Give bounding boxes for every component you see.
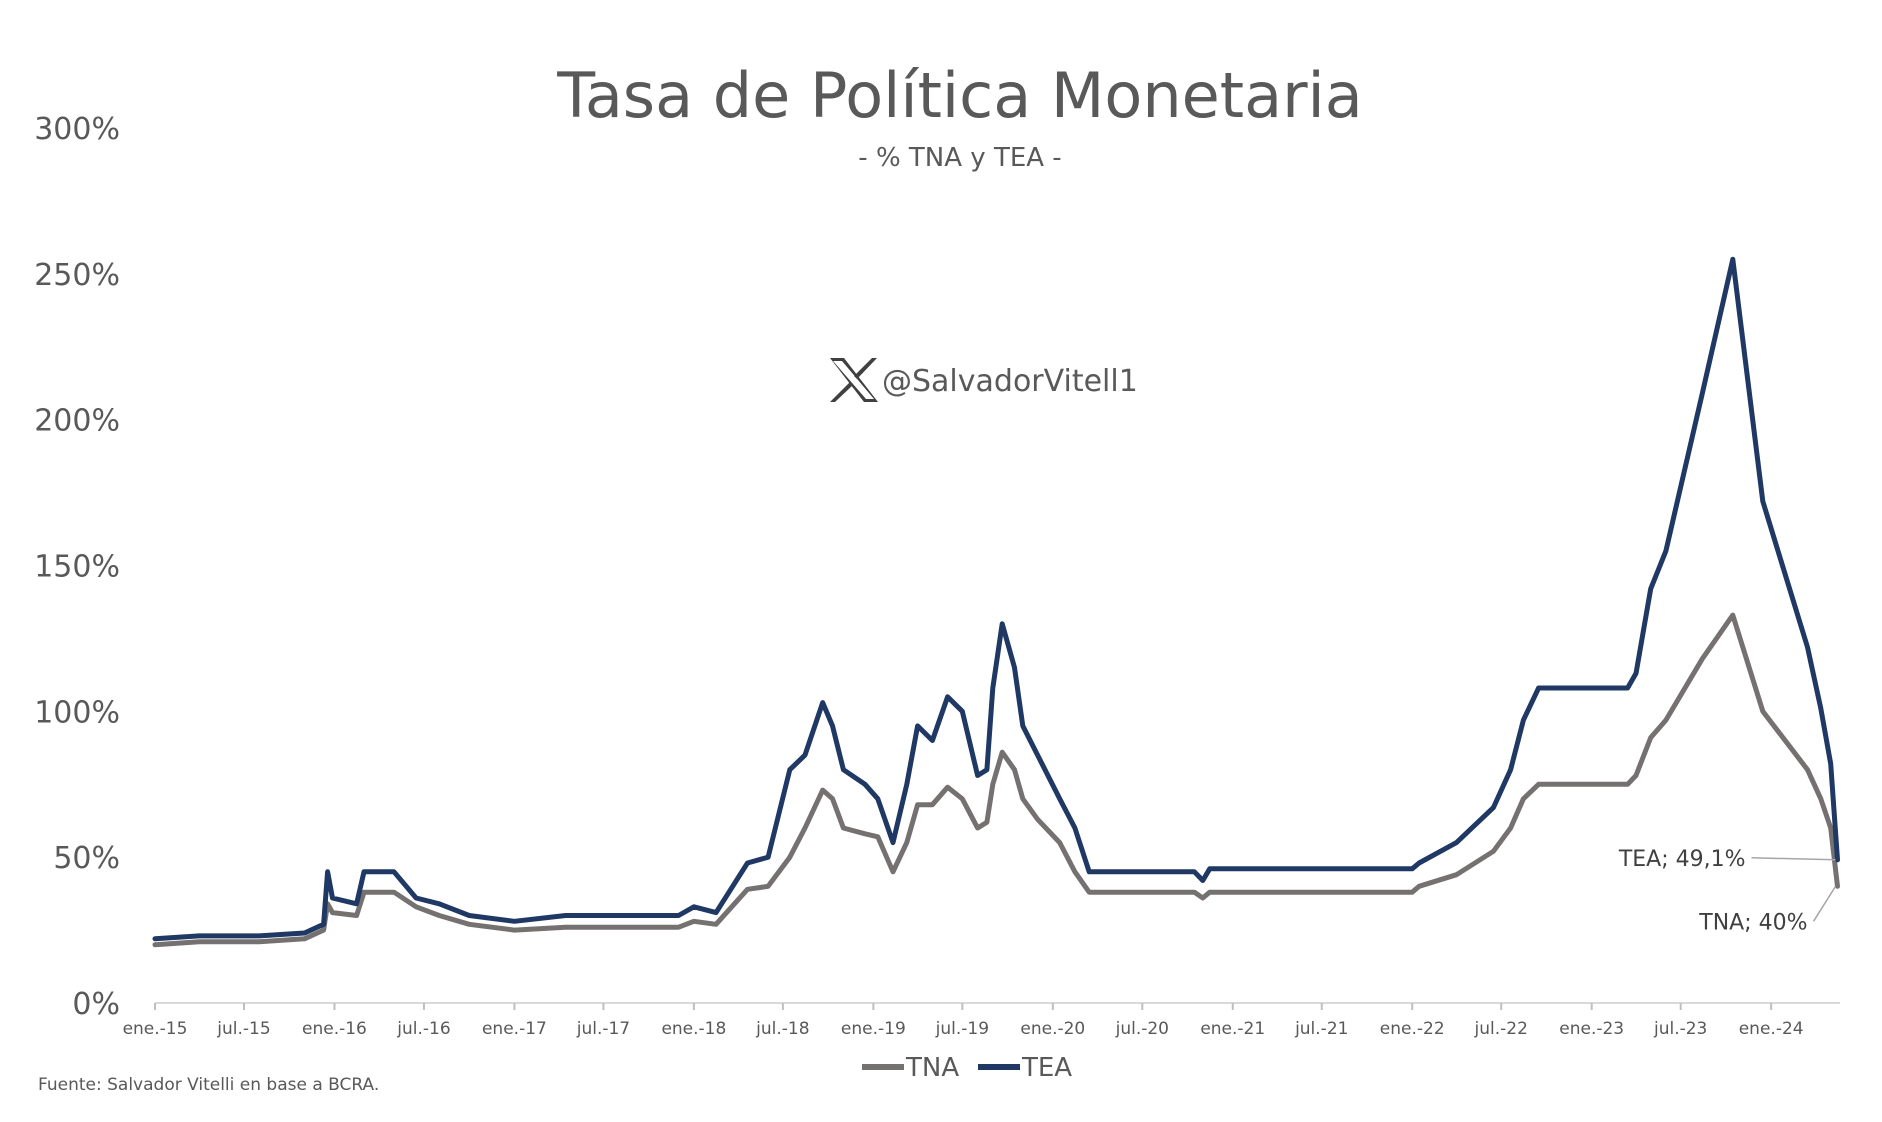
y-tick-label: 50% <box>53 841 120 876</box>
x-tick-label: jul.-17 <box>576 1019 630 1039</box>
series-line-tna <box>152 612 1840 948</box>
x-tick-label: ene.-18 <box>661 1019 726 1039</box>
annotation-label: TEA; 49,1% <box>1618 847 1746 872</box>
x-tick-label: jul.-22 <box>1474 1019 1528 1039</box>
x-tick-label: ene.-16 <box>302 1019 367 1039</box>
x-tick-label: jul.-15 <box>216 1019 270 1039</box>
watermark-handle: @SalvadorVitell1 <box>882 364 1138 399</box>
y-tick-label: 200% <box>34 404 120 439</box>
annotation-label: TNA; 40% <box>1698 910 1807 935</box>
watermark: @SalvadorVitell1 <box>830 358 1138 402</box>
x-tick-label: ene.-23 <box>1559 1019 1624 1039</box>
x-tick-label: ene.-22 <box>1380 1019 1445 1039</box>
x-tick-label: ene.-15 <box>123 1019 188 1039</box>
x-tick-label: ene.-20 <box>1020 1019 1085 1039</box>
x-tick-label: ene.-17 <box>482 1019 547 1039</box>
x-tick-label: jul.-21 <box>1294 1019 1348 1039</box>
x-tick-label: jul.-16 <box>396 1019 450 1039</box>
y-tick-label: 100% <box>34 695 120 730</box>
y-tick-label: 0% <box>72 987 120 1022</box>
y-axis: 0% 50% 100% 150% 200% 250% 300% <box>34 112 120 1022</box>
x-axis: ene.-15 jul.-15 ene.-16 jul.-16 ene.-17 jul.-… <box>123 1002 1840 1039</box>
annotation-leader <box>1751 857 1836 861</box>
legend-label-tea: TEA <box>1021 1053 1072 1083</box>
x-tick-label: ene.-19 <box>841 1019 906 1039</box>
legend: TNA TEA <box>862 1053 1072 1083</box>
y-tick-label: 250% <box>34 258 120 293</box>
chart-title: Tasa de Política Monetaria <box>556 59 1363 132</box>
y-tick-label: 300% <box>34 112 120 147</box>
x-tick-label: jul.-23 <box>1653 1019 1707 1039</box>
source-note: Fuente: Salvador Vitelli en base a BCRA. <box>38 1075 379 1095</box>
x-tick-label: jul.-18 <box>755 1019 809 1039</box>
x-tick-label: jul.-20 <box>1115 1019 1169 1039</box>
x-logo-icon <box>830 358 878 402</box>
series-line-tea <box>152 256 1840 942</box>
series-layer <box>152 256 1840 948</box>
x-tick-label: ene.-24 <box>1739 1019 1804 1039</box>
x-tick-label: jul.-19 <box>935 1019 989 1039</box>
annotation-leader <box>1812 885 1837 922</box>
annotations: TEA; 49,1% TNA; 40% <box>1618 847 1837 935</box>
legend-label-tna: TNA <box>905 1053 959 1083</box>
x-tick-label: ene.-21 <box>1200 1019 1265 1039</box>
y-tick-label: 150% <box>34 550 120 585</box>
chart-subtitle: - % TNA y TEA - <box>858 143 1061 173</box>
